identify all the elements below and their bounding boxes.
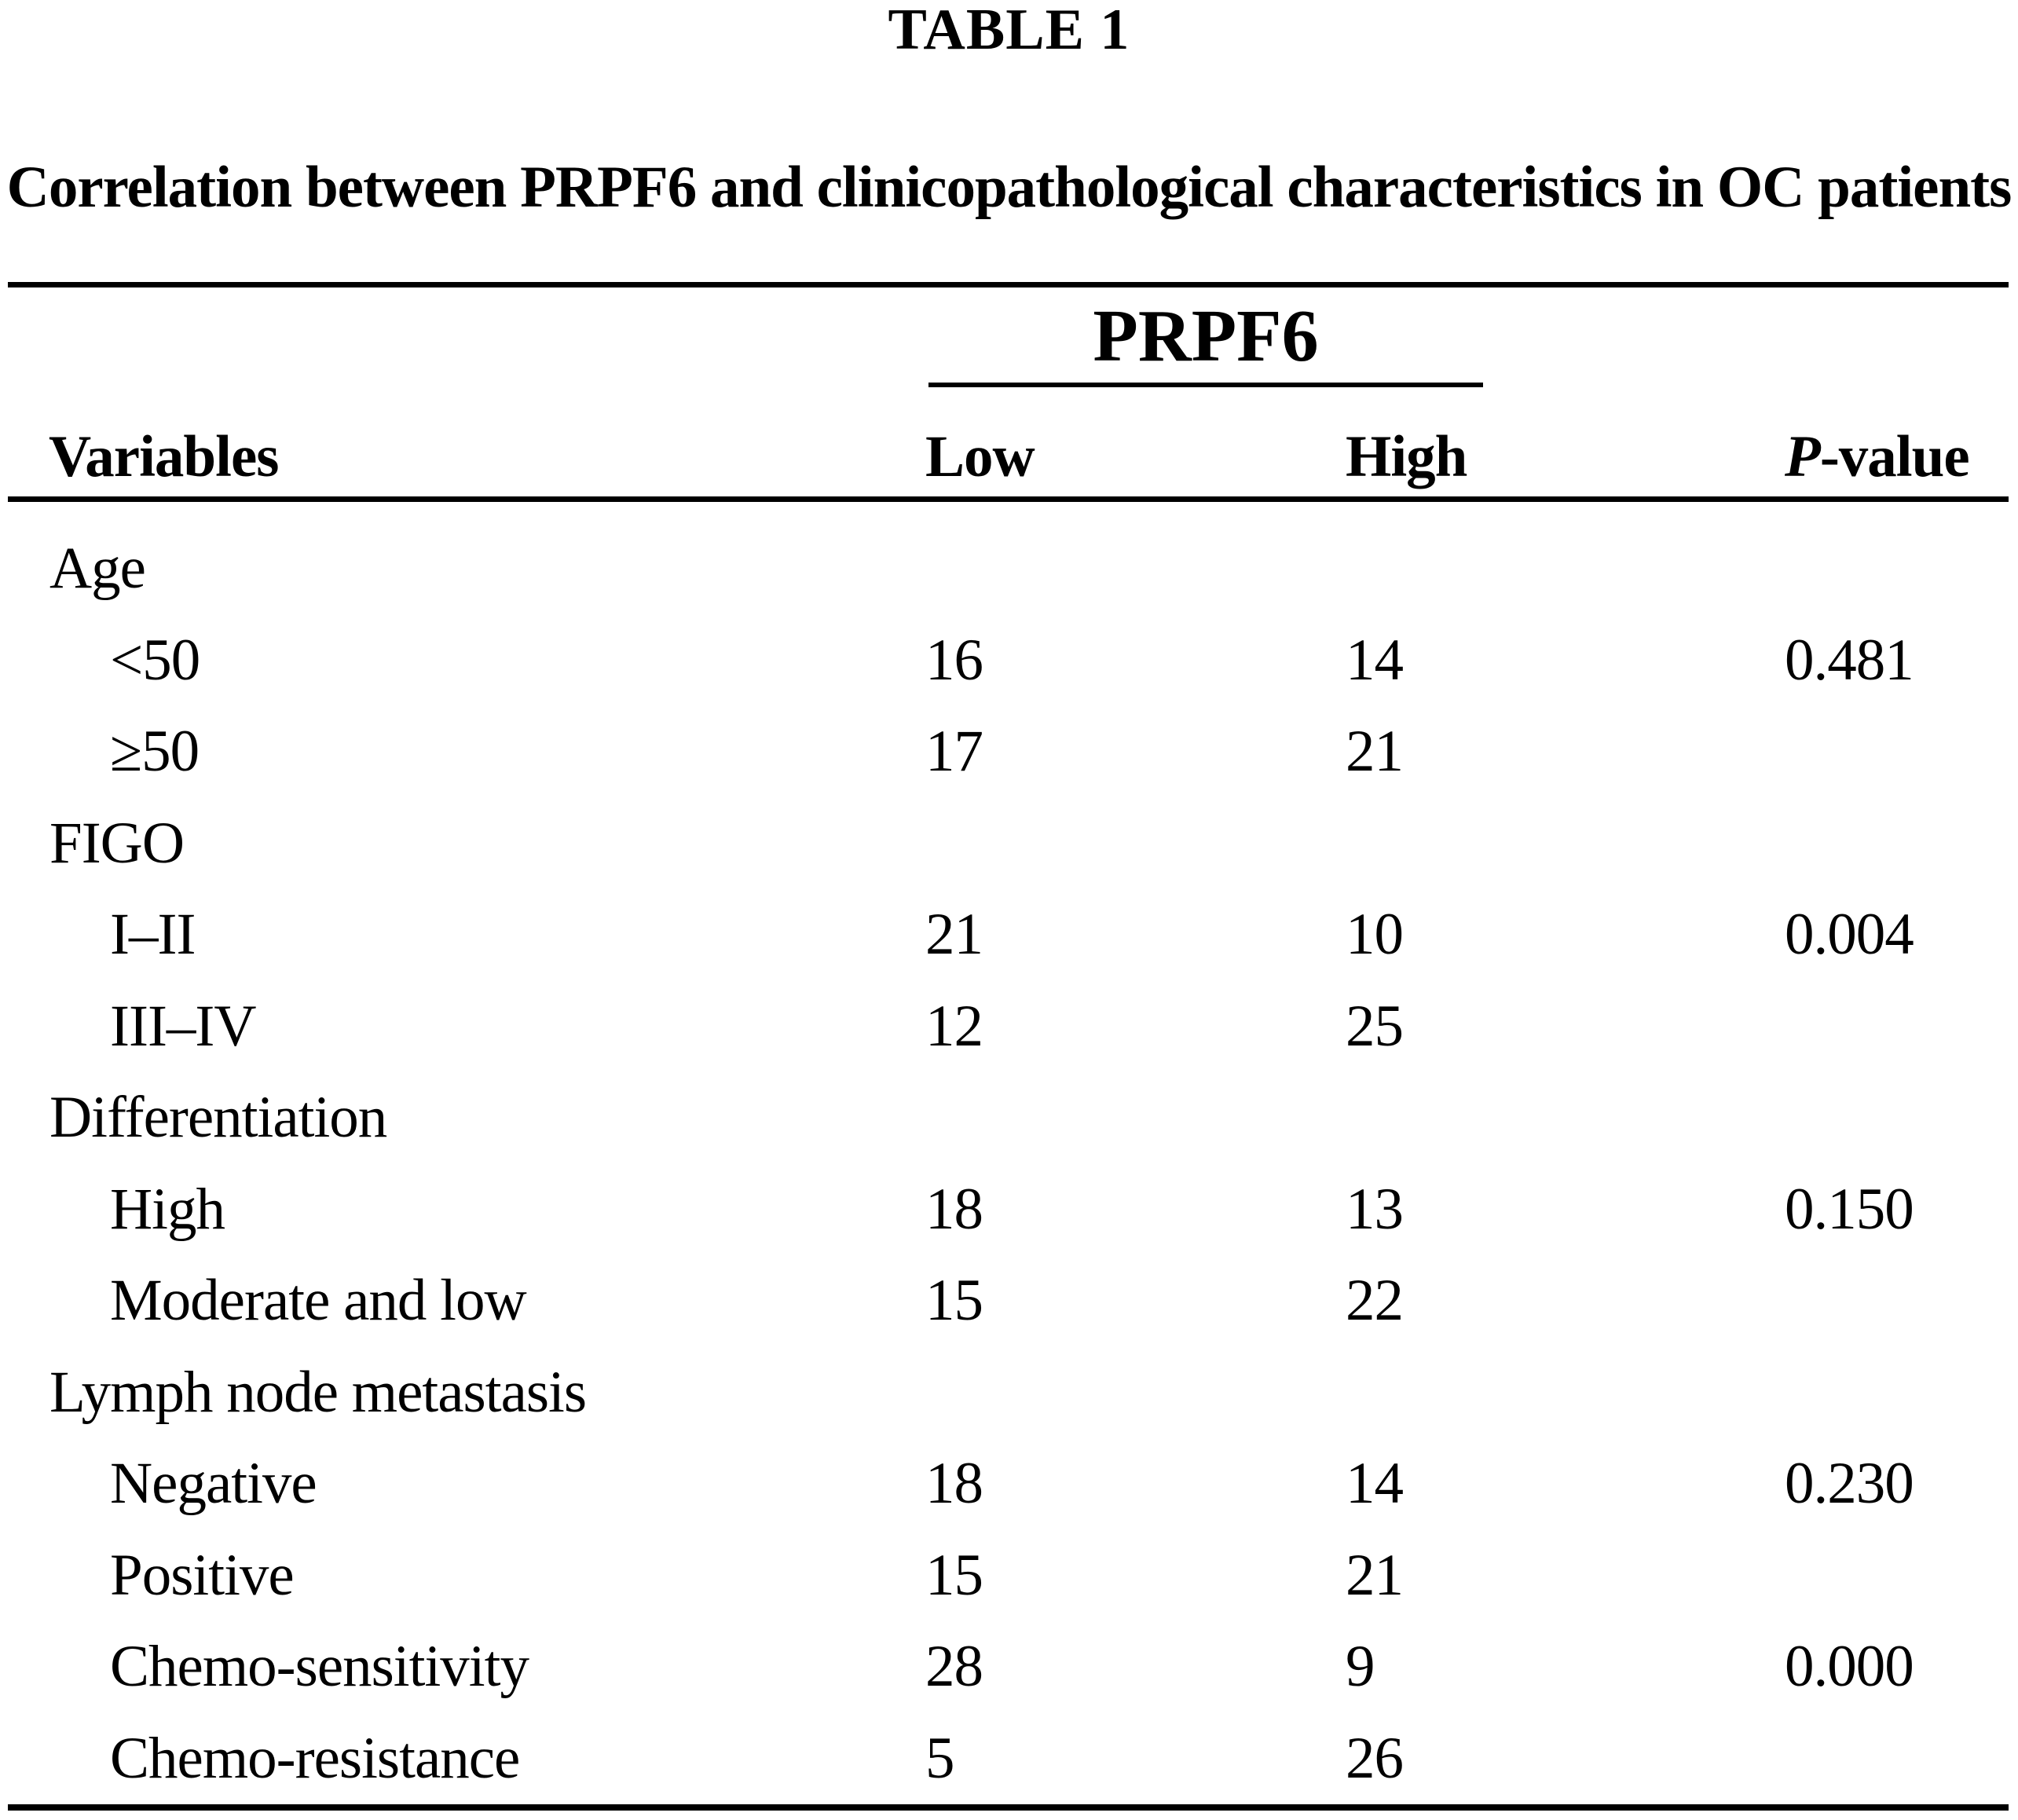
p-value: 0.150 [1785,1176,1914,1242]
row-label: Chemo-resistance [110,1725,520,1791]
table-header: PRPF6 Variables Low High P-value [8,287,2009,502]
table-number-label: TABLE 1 [888,0,1130,62]
low-value: 28 [925,1634,983,1699]
table-row-chemo-sensitivity: Chemo-sensitivity 28 9 0.000 [8,1621,2009,1713]
row-label: Moderate and low [110,1268,527,1333]
data-table: PRPF6 Variables Low High P-value Age <50… [8,282,2009,1811]
table-row-age-ge50: ≥50 17 21 [8,706,2009,798]
low-value: 16 [925,627,983,693]
row-label: <50 [110,627,200,693]
low-value: 18 [925,1451,983,1516]
pvalue-italic-p: P [1785,424,1821,489]
table-row-age: Age [8,523,2009,615]
row-label: III–IV [110,993,257,1059]
high-value: 10 [1346,902,1404,967]
col-header-variables: Variables [49,424,279,489]
table-row-diff-high: High 18 13 0.150 [8,1164,2009,1256]
table-row-differentiation: Differentiation [8,1072,2009,1164]
p-value: 0.481 [1785,627,1914,693]
p-value: 0.230 [1785,1451,1914,1516]
row-label: Positive [110,1542,295,1608]
low-value: 12 [925,993,983,1059]
row-label: Chemo-sensitivity [110,1634,529,1699]
high-value: 26 [1346,1725,1404,1791]
low-value: 17 [925,719,983,784]
table-row-figo-i-ii: I–II 21 10 0.004 [8,889,2009,981]
col-header-high: High [1346,424,1467,489]
table-row-age-lt50: <50 16 14 0.481 [8,615,2009,707]
table-caption: Correlation between PRPF6 and clinicopat… [6,155,2013,220]
table-row-figo-iii-iv: III–IV 12 25 [8,981,2009,1073]
table-row-diff-moderate-low: Moderate and low 15 22 [8,1255,2009,1347]
row-label: I–II [110,902,196,967]
p-value: 0.004 [1785,902,1914,967]
table-row-chemo-resistance: Chemo-resistance 5 26 [8,1713,2009,1805]
row-label: Age [49,536,146,601]
high-value: 9 [1346,1634,1375,1699]
low-value: 5 [925,1725,954,1791]
row-label: FIGO [49,810,185,876]
table-body: Age <50 16 14 0.481 ≥50 17 21 FIGO [8,502,2009,1804]
high-value: 21 [1346,1542,1404,1608]
table-row-lnm-positive: Positive 15 21 [8,1530,2009,1622]
high-value: 21 [1346,719,1404,784]
col-header-pvalue: P-value [1785,424,1970,489]
low-value: 15 [925,1268,983,1333]
row-label: Differentiation [49,1085,387,1150]
pvalue-suffix: -value [1819,424,1970,489]
table-row-figo: FIGO [8,798,2009,890]
high-value: 14 [1346,1451,1404,1516]
row-label: High [110,1176,225,1242]
row-label: Negative [110,1451,317,1516]
col-header-low: Low [925,424,1035,489]
row-label: Lymph node metastasis [49,1359,587,1425]
high-value: 14 [1346,627,1404,693]
low-value: 18 [925,1176,983,1242]
table-row-lymph-node-metastasis: Lymph node metastasis [8,1347,2009,1439]
low-value: 15 [925,1542,983,1608]
high-value: 25 [1346,993,1404,1059]
high-value: 22 [1346,1268,1404,1333]
low-value: 21 [925,902,983,967]
high-value: 13 [1346,1176,1404,1242]
spanner-header-prpf6: PRPF6 [928,287,1483,387]
p-value: 0.000 [1785,1634,1914,1699]
table-row-lnm-negative: Negative 18 14 0.230 [8,1438,2009,1530]
row-label: ≥50 [110,719,200,784]
